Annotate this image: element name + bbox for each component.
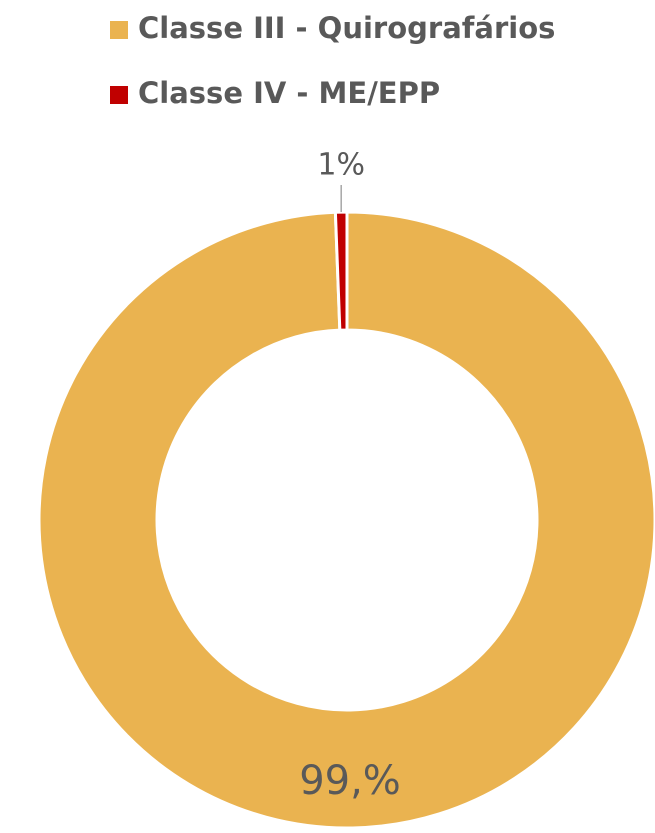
legend-swatch <box>110 86 128 104</box>
legend-label: Classe IV - ME/EPP <box>138 76 440 110</box>
legend-swatch <box>110 21 128 39</box>
data-label: 1% <box>317 148 365 183</box>
data-label: 99,% <box>299 758 401 804</box>
donut-segment <box>333 210 349 332</box>
legend-label: Classe III - Quirografários <box>138 11 555 45</box>
donut-segment <box>37 210 655 830</box>
